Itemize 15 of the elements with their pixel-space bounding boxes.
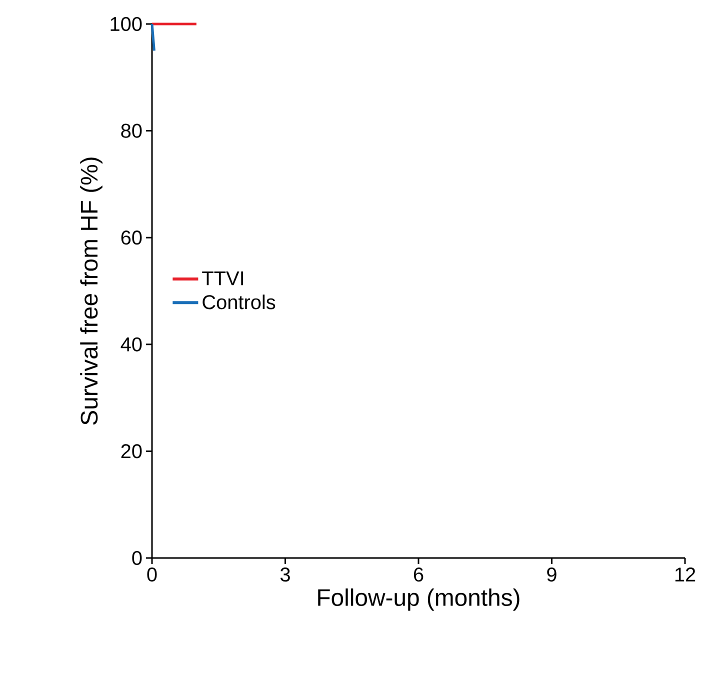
legend-label: Controls: [202, 294, 276, 310]
x-tick-label: 0: [147, 568, 157, 582]
y-tick-label: 20: [121, 444, 142, 458]
x-tick-label: 12: [675, 568, 696, 582]
y-tick-label: 100: [110, 16, 142, 32]
x-tick-label: 3: [280, 568, 290, 582]
legend-label: TTVI: [202, 271, 244, 286]
x-tick-label: 6: [414, 568, 424, 582]
y-tick-label: 80: [121, 124, 142, 138]
y-tick-label: 40: [120, 337, 142, 352]
y-axis-title: Survival free from HF (%): [80, 158, 102, 425]
x-tick-label: 9: [547, 568, 556, 582]
x-axis-title: Follow-up (months): [318, 588, 520, 611]
y-tick-label: 0: [132, 550, 142, 566]
y-tick-label: 60: [121, 230, 142, 245]
